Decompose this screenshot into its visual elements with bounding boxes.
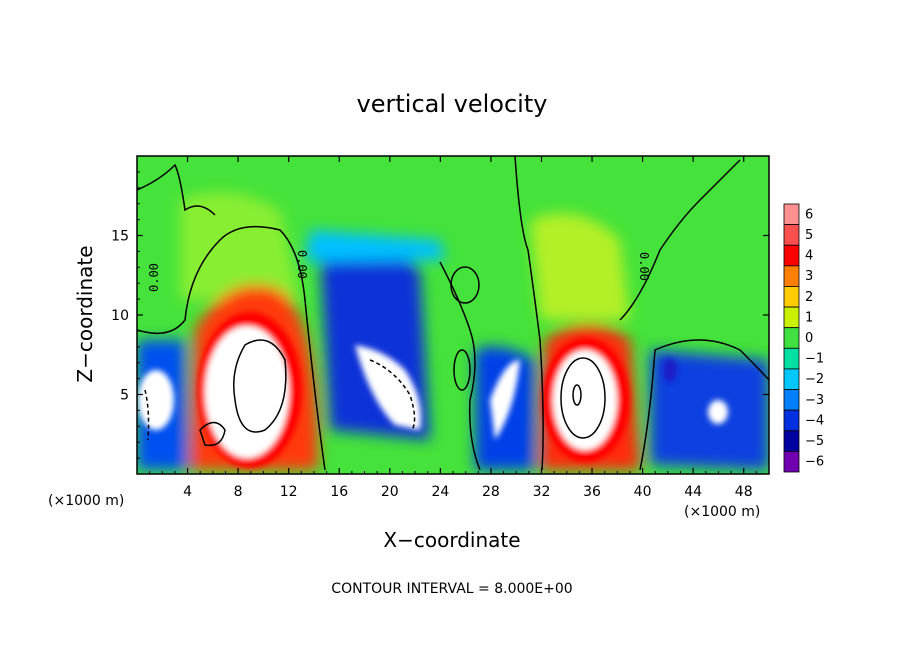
y-tick-label: 15 xyxy=(111,229,129,245)
x-tick-label: 20 xyxy=(381,484,399,500)
updraft-left-core xyxy=(205,326,289,458)
downdraft-right-blob xyxy=(663,358,677,382)
colorbar-swatch xyxy=(783,368,800,390)
contour-blob-25 xyxy=(453,349,471,391)
contour-core-right-inner xyxy=(572,384,582,406)
contour-label: 0.00 xyxy=(637,252,651,281)
contour-label: 0.00 xyxy=(295,250,309,279)
colorbar-label: 2 xyxy=(805,290,813,305)
y-tick-label: 5 xyxy=(120,388,129,404)
contour-core-left xyxy=(233,339,287,433)
colorbar-swatch xyxy=(783,244,800,267)
updraft-right-core xyxy=(553,350,617,450)
x-tick-label: 4 xyxy=(183,484,192,500)
velocity-cores xyxy=(138,312,728,468)
contour-core-left-low xyxy=(199,421,226,447)
downdraft-left-core xyxy=(138,370,174,430)
contour-interval-text: CONTOUR INTERVAL = 8.000E+00 xyxy=(331,581,572,597)
x-tick-label: 24 xyxy=(431,484,449,500)
y-tick-label: 10 xyxy=(111,308,129,324)
colorbar-label: 0 xyxy=(805,331,813,346)
weak-updraft-zone-right xyxy=(530,213,630,320)
colorbar-swatch xyxy=(783,203,800,226)
x-tick-label: 32 xyxy=(533,484,551,500)
colorbar-swatch xyxy=(783,265,800,287)
downdraft-center-core xyxy=(355,345,421,430)
x-tick-label: 8 xyxy=(234,484,243,500)
colorbar-swatch xyxy=(783,389,800,411)
y-axis-label: Z−coordinate xyxy=(73,245,97,382)
downdraft-right-core xyxy=(708,400,728,424)
weak-updraft-zone-left xyxy=(180,192,300,300)
contour-blob-26 xyxy=(450,266,480,304)
colorbar-label: −2 xyxy=(805,372,824,387)
y-axis: 5 10 15 xyxy=(111,171,769,459)
contour-lines xyxy=(137,156,769,471)
contour-core-right xyxy=(560,357,606,439)
colorbar-label: 6 xyxy=(805,207,813,222)
x-tick-label: 44 xyxy=(684,484,702,500)
contour-zero-center xyxy=(439,261,481,471)
colorbar-label: −5 xyxy=(805,434,824,449)
contour-labels: 0.00 0.00 0.00 xyxy=(147,250,651,292)
x-tick-label: 48 xyxy=(735,484,753,500)
downdraft-28-core xyxy=(490,360,520,440)
colorbar-label: −4 xyxy=(805,413,824,428)
plot-area: 0.00 0.00 0.00 xyxy=(137,156,769,474)
x-tick-label: 36 xyxy=(583,484,601,500)
downdraft-center-edge xyxy=(305,230,445,262)
colorbar-swatch xyxy=(783,409,800,432)
x-unit-left: (×1000 m) xyxy=(48,493,124,509)
x-tick-label: 16 xyxy=(330,484,348,500)
colorbar-label: −6 xyxy=(805,455,824,470)
contour-label: 0.00 xyxy=(147,263,161,292)
colorbar-label: 3 xyxy=(805,269,813,284)
colorbar: 6 5 4 3 2 1 0 −1 −2 −3 −4 −5 −6 xyxy=(783,203,824,473)
contour-dashed-center xyxy=(369,359,416,431)
colorbar-label: 1 xyxy=(805,310,813,325)
contour-zero-right xyxy=(514,156,544,471)
colorbar-swatch xyxy=(783,347,800,370)
x-tick-label: 28 xyxy=(482,484,500,500)
colorbar-swatch xyxy=(783,450,800,473)
colorbar-swatch xyxy=(783,430,800,452)
colorbar-swatch xyxy=(783,327,800,349)
colorbar-label: −1 xyxy=(805,352,824,367)
colorbar-label: 4 xyxy=(805,249,813,264)
chart-title: vertical velocity xyxy=(357,90,548,118)
colorbar-label: 5 xyxy=(805,228,813,243)
contour-zero-far-right xyxy=(619,159,741,321)
contour-zero-top-left xyxy=(137,163,216,216)
colorbar-swatch xyxy=(783,286,800,308)
x-tick-label: 40 xyxy=(634,484,652,500)
x-unit-right: (×1000 m) xyxy=(684,504,760,520)
contour-zero-left xyxy=(137,225,326,471)
colorbar-swatch xyxy=(783,224,800,246)
x-tick-label: 12 xyxy=(280,484,298,500)
colorbar-swatch xyxy=(783,306,800,329)
colorbar-label: −3 xyxy=(805,393,824,408)
contour-dashed-left xyxy=(144,389,150,441)
contour-zero-bottom-right xyxy=(639,339,769,471)
x-axis-label: X−coordinate xyxy=(383,528,520,552)
x-axis: 4 8 12 16 20 24 28 32 36 40 44 48 xyxy=(149,156,757,500)
